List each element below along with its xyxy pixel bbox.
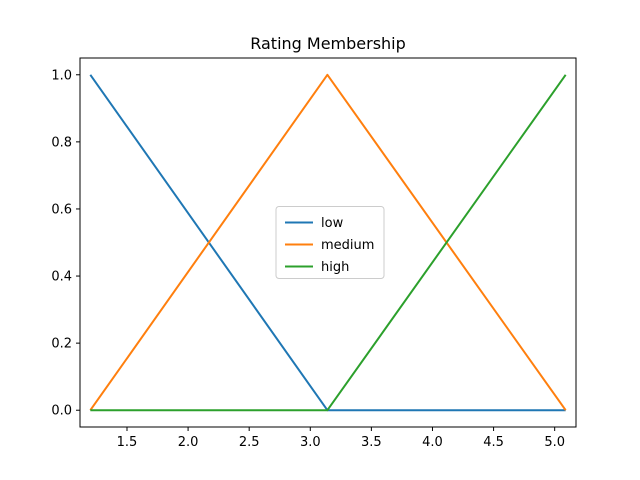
- y-tick-label: 0.8: [51, 135, 72, 150]
- legend-label-high: high: [321, 260, 349, 275]
- legend-label-medium: medium: [321, 238, 374, 253]
- series-line-high: [90, 74, 567, 412]
- legend-label-low: low: [321, 216, 344, 231]
- x-tick-label: 3.5: [361, 435, 382, 450]
- y-axis: 0.0 0.2 0.4 0.6 0.8 1.0: [51, 68, 80, 419]
- x-tick-label: 4.5: [483, 435, 504, 450]
- legend-box: [275, 206, 385, 279]
- x-tick-label: 2.5: [239, 435, 260, 450]
- x-tick-label: 4.0: [422, 435, 443, 450]
- series-line-medium: [89, 73, 567, 411]
- x-tick-label: 1.5: [117, 435, 138, 450]
- axes-frame: [79, 57, 577, 428]
- y-tick-label: 0.0: [51, 404, 72, 419]
- legend: low medium high: [275, 206, 385, 279]
- chart-title: Rating Membership: [250, 34, 406, 53]
- x-tick-label: 5.0: [544, 435, 565, 450]
- y-tick-label: 0.4: [51, 270, 72, 285]
- y-tick-label: 0.6: [51, 202, 72, 217]
- x-tick-label: 2.0: [178, 435, 199, 450]
- y-tick-label: 1.0: [51, 68, 72, 83]
- x-axis: 1.5 2.0 2.5 3.0 3.5 4.0 4.5 5.0: [117, 427, 565, 450]
- series-lines: [89, 73, 567, 412]
- y-tick-label: 0.2: [51, 337, 72, 352]
- x-tick-label: 3.0: [300, 435, 321, 450]
